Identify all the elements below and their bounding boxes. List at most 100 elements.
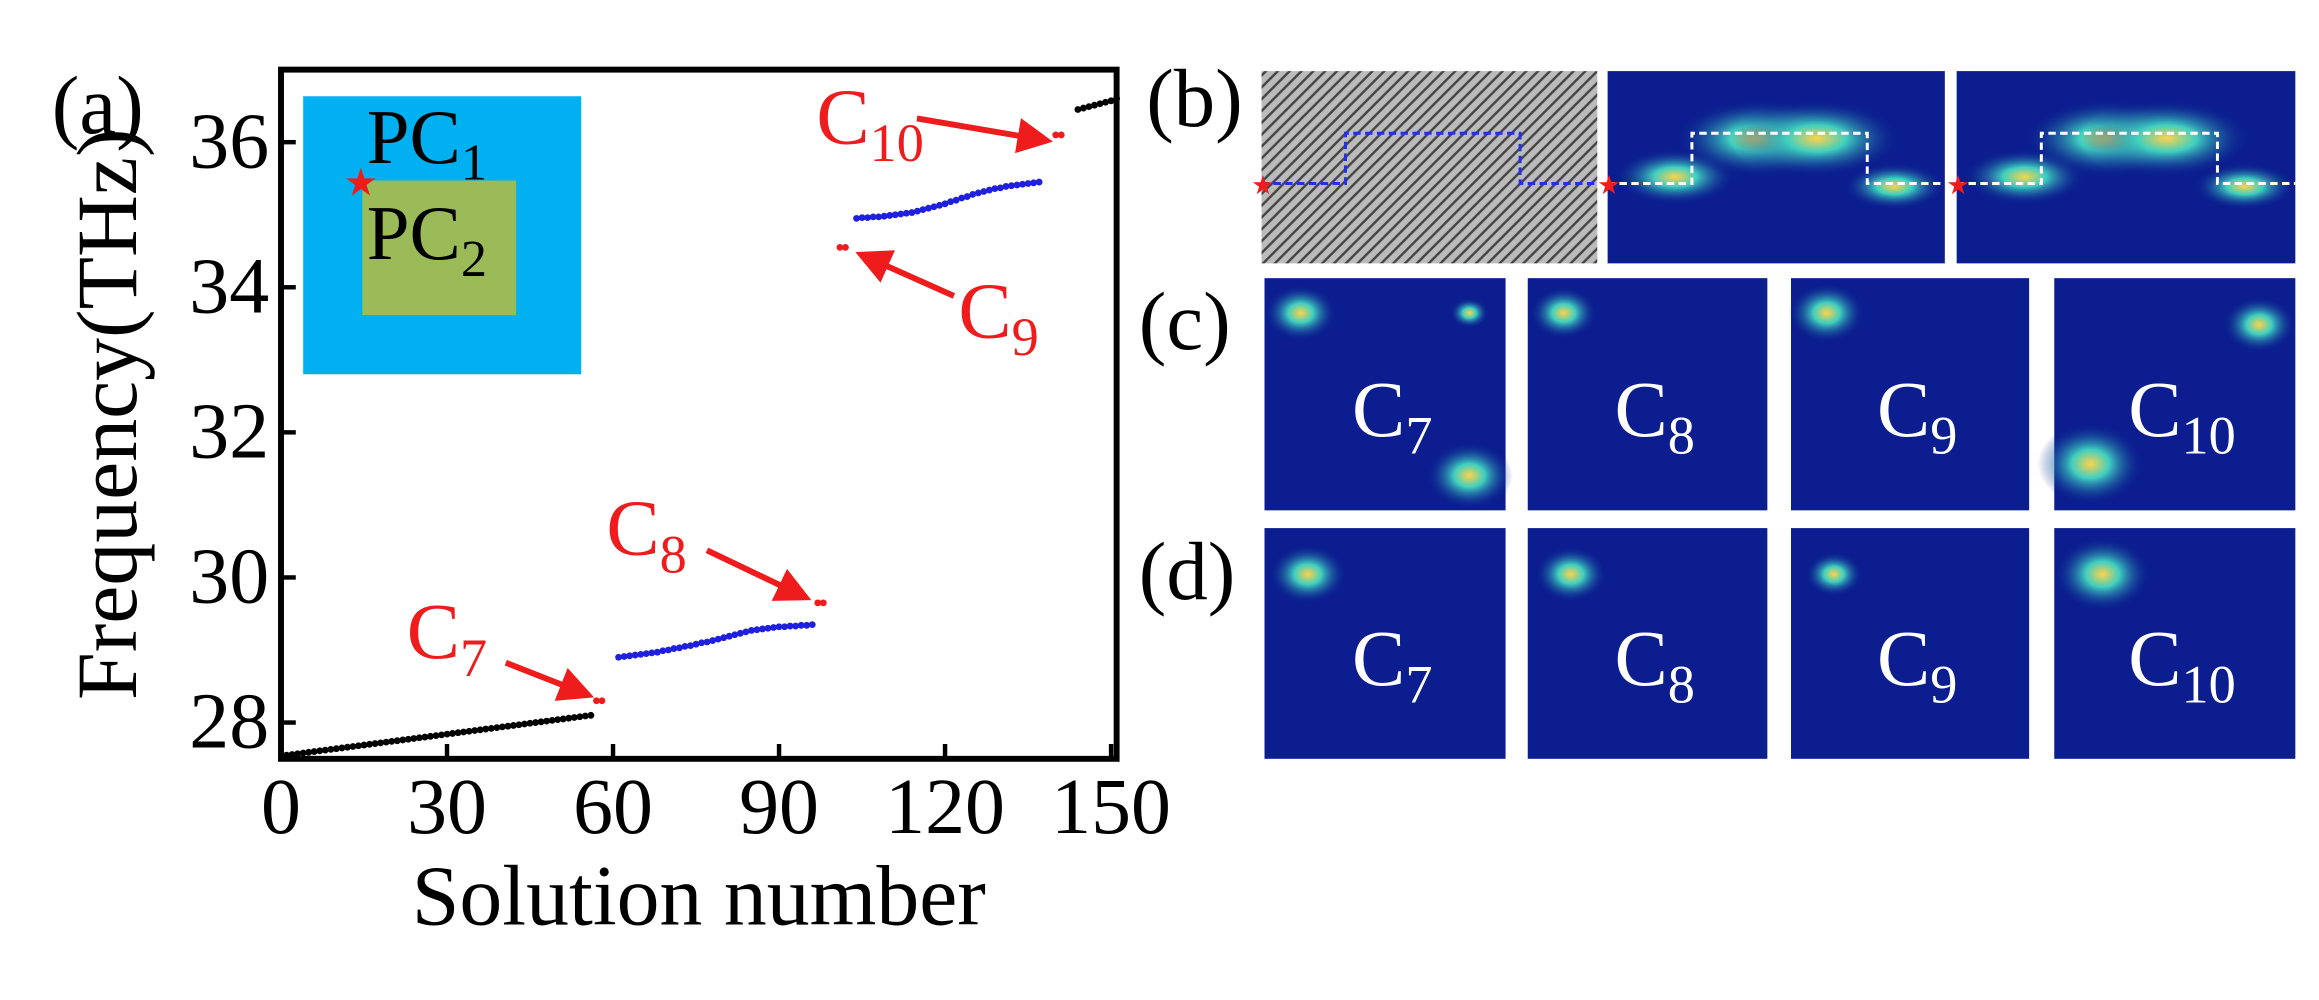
panels: (b)★ ★ ★(c)C7 C8 C9 C10(d)C7 C8 C9 C10	[1139, 52, 2296, 759]
annotation-sub: 8	[660, 524, 687, 584]
field-hotspot	[2193, 163, 2296, 210]
source-star: ★	[1251, 170, 1275, 200]
point	[438, 731, 445, 739]
point	[288, 751, 296, 758]
point	[476, 726, 484, 734]
panel-label: (b)	[1146, 52, 1243, 144]
point	[487, 724, 495, 732]
point	[864, 214, 871, 222]
image-label-sub: 10	[2182, 406, 2236, 466]
point	[404, 735, 412, 743]
point	[736, 629, 744, 637]
panel-label: (c)	[1139, 275, 1231, 367]
point	[443, 730, 451, 738]
point	[958, 194, 966, 202]
point	[670, 645, 678, 652]
point	[1080, 104, 1087, 112]
point	[759, 625, 766, 633]
field-hotspot	[1264, 285, 1337, 341]
image-label-sub: 10	[2182, 655, 2236, 715]
image-label-base: C	[1615, 615, 1668, 703]
point	[775, 623, 783, 631]
point	[853, 214, 860, 222]
image-label: C10	[2128, 615, 2236, 715]
inset-label-base: PC	[367, 94, 461, 180]
annotation-sub: 10	[870, 113, 924, 173]
image-label-sub: 7	[1405, 406, 1432, 466]
point	[925, 204, 932, 212]
point	[698, 639, 705, 647]
point	[344, 743, 351, 751]
point	[637, 650, 645, 658]
y-tick-label: 28	[189, 678, 269, 766]
field-hotspot	[2037, 423, 2144, 505]
point	[532, 719, 539, 726]
point	[687, 642, 694, 650]
point	[283, 751, 290, 759]
point	[543, 717, 551, 725]
point	[482, 725, 490, 733]
annotation-base: C	[958, 267, 1011, 355]
point	[875, 213, 883, 221]
point	[692, 640, 700, 648]
point	[980, 188, 988, 195]
point	[819, 599, 827, 607]
x-tick-label: 0	[261, 763, 301, 851]
inset-label-sub: 1	[461, 134, 487, 192]
point	[465, 727, 473, 735]
field-hotspot	[2223, 296, 2296, 353]
interface-path	[1607, 131, 1945, 185]
point	[454, 729, 462, 737]
annotation-arrow	[504, 659, 595, 701]
point	[427, 732, 434, 740]
point	[648, 649, 656, 657]
point	[908, 209, 916, 216]
inset-label-sub: 2	[461, 230, 487, 288]
point	[1096, 100, 1104, 108]
y-tick-label: 34	[189, 242, 269, 330]
point	[526, 719, 534, 727]
plot-frame	[278, 66, 1120, 762]
field-hotspot	[2081, 99, 2252, 177]
inset-label: PC2	[367, 190, 487, 288]
annotation: C9	[958, 267, 1038, 367]
point	[360, 741, 368, 749]
image-label-base: C	[1352, 615, 1405, 703]
point	[1024, 180, 1032, 187]
point	[504, 722, 512, 730]
point	[858, 214, 866, 222]
inset-label-base: PC	[367, 190, 461, 276]
point	[316, 747, 324, 755]
point	[941, 200, 949, 208]
image-label: C10	[2128, 366, 2236, 466]
source-star: ★	[1597, 170, 1621, 200]
point	[327, 745, 335, 753]
field-hotspot	[1788, 283, 1865, 343]
point	[537, 718, 545, 726]
point	[902, 209, 910, 217]
annotation-sub: 7	[460, 628, 487, 688]
point	[731, 631, 739, 639]
field-hotspot	[1450, 298, 1489, 328]
point	[349, 743, 357, 750]
point	[305, 748, 313, 756]
point	[415, 734, 423, 742]
panel-label: (d)	[1139, 525, 1236, 617]
image-label-base: C	[1877, 366, 1930, 454]
field-hotspot	[1805, 552, 1863, 597]
y-tick-label: 36	[189, 97, 269, 185]
point	[471, 727, 479, 734]
y-tick-label: 30	[189, 533, 269, 621]
point	[996, 184, 1004, 192]
field-hotspot	[1426, 442, 1513, 509]
field-hotspot	[1534, 546, 1607, 602]
point	[836, 243, 844, 251]
point	[620, 653, 628, 660]
point	[913, 207, 921, 215]
point	[808, 621, 816, 629]
point	[371, 740, 379, 747]
interface-path	[1261, 131, 1598, 185]
point	[554, 716, 562, 724]
point	[548, 716, 556, 724]
